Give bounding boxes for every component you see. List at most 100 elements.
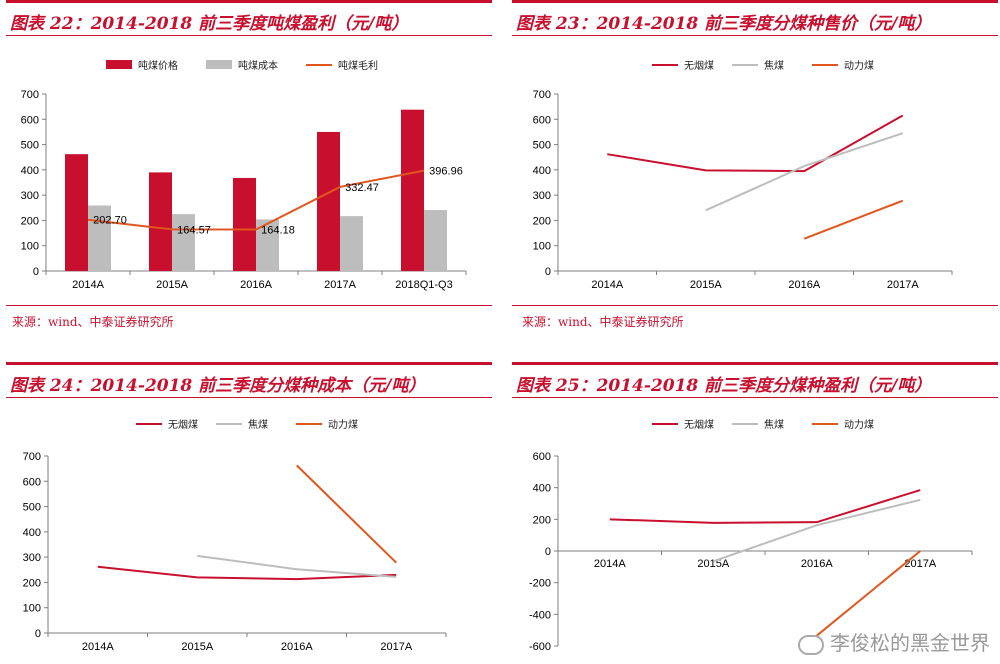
bar (401, 109, 424, 271)
x-tick-label: 2017A (887, 279, 919, 291)
y-tick-label: 500 (21, 140, 39, 152)
y-tick-label: 400 (23, 527, 41, 539)
chart-1-plot: 吨煤价格 吨煤成本 吨煤毛利 0 100 200 300 400 500 600 700 2014A 2… (21, 59, 467, 291)
x-tick-label: 2018Q1-Q3 (395, 279, 452, 291)
legend-swatch (106, 60, 132, 69)
bar (172, 214, 195, 271)
legend-label: 焦煤 (764, 59, 784, 72)
chart-panel-4: 图表 25：2014-2018 前三季度分煤种盈利（元/吨） 无烟煤 焦煤 动力煤 -… (512, 362, 998, 664)
panel-bottom-rule (6, 305, 492, 306)
y-tick-label: 200 (533, 514, 551, 526)
y-tick-label: 600 (23, 476, 41, 488)
legend-label: 吨煤价格 (138, 59, 178, 72)
y-tick-label: 300 (533, 190, 551, 202)
y-tick-label: 100 (23, 603, 41, 615)
x-tick-label: 2014A (72, 279, 104, 291)
bar (256, 219, 279, 271)
series-line (816, 550, 921, 637)
title-underline (6, 35, 492, 36)
series-line (712, 498, 921, 563)
x-tick-label: 2017A (380, 641, 412, 653)
x-tick-label: 2016A (788, 279, 820, 291)
y-tick-label: 400 (533, 483, 551, 495)
y-tick-label: 300 (23, 552, 41, 564)
legend-label: 无烟煤 (168, 418, 198, 431)
legend-label: 动力煤 (328, 418, 358, 431)
bar (65, 154, 88, 271)
panel-top-rule (6, 362, 492, 365)
bar (149, 172, 172, 271)
x-tick-label: 2014A (591, 279, 623, 291)
y-tick-label: 400 (533, 165, 551, 177)
title-underline (512, 397, 998, 398)
chart-panel-3: 图表 24：2014-2018 前三季度分煤种成本（元/吨） 无烟煤 焦煤 动力煤 0… (6, 362, 492, 664)
y-tick-label: 0 (545, 546, 551, 558)
y-tick-label: 600 (533, 451, 551, 463)
chart-title: 图表 24：2014-2018 前三季度分煤种成本（元/吨） (10, 376, 426, 396)
data-label: 332.47 (345, 182, 379, 194)
y-tick-label: 600 (533, 114, 551, 126)
x-tick-label: 2015A (181, 641, 213, 653)
chart-title: 图表 25：2014-2018 前三季度分煤种盈利（元/吨） (516, 376, 932, 396)
x-tick-label: 2014A (594, 558, 626, 570)
y-tick-label: -400 (529, 609, 551, 621)
data-label: 202.70 (93, 215, 127, 227)
x-tick-label: 2016A (281, 641, 313, 653)
x-tick-label: 2014A (82, 641, 114, 653)
data-label: 396.96 (429, 166, 463, 178)
chart-title: 图表 23：2014-2018 前三季度分煤种售价（元/吨） (516, 14, 932, 34)
bar (233, 177, 256, 271)
y-tick-label: 400 (21, 165, 39, 177)
bar (317, 131, 340, 271)
legend-label: 吨煤成本 (238, 59, 278, 72)
legend-swatch (206, 60, 232, 69)
x-tick-label: 2017A (904, 558, 936, 570)
y-tick-label: 200 (21, 215, 39, 227)
source-note: 来源：wind、中泰证券研究所 (12, 315, 174, 329)
series-line (197, 554, 397, 578)
y-tick-label: 0 (33, 266, 39, 278)
x-tick-label: 2015A (697, 558, 729, 570)
title-underline (512, 35, 998, 36)
panel-top-rule (512, 362, 998, 365)
y-tick-label: 700 (21, 89, 39, 101)
series-line (607, 114, 904, 173)
panel-top-rule (512, 0, 998, 3)
y-tick-label: 700 (533, 89, 551, 101)
y-tick-label: 200 (533, 215, 551, 227)
chart-title: 图表 22：2014-2018 前三季度吨煤盈利（元/吨） (10, 14, 409, 34)
y-tick-label: 200 (23, 577, 41, 589)
data-label: 164.57 (177, 224, 211, 236)
series-line (705, 132, 904, 212)
panel-bottom-rule (512, 305, 998, 306)
legend-label: 动力煤 (844, 418, 874, 431)
y-tick-label: 100 (533, 241, 551, 253)
x-tick-label: 2015A (156, 279, 188, 291)
data-label: 164.18 (261, 224, 295, 236)
x-tick-label: 2016A (240, 279, 272, 291)
y-tick-label: 700 (23, 451, 41, 463)
series-line (803, 199, 904, 240)
series-line (609, 489, 921, 524)
y-tick-label: -600 (529, 641, 551, 653)
legend-label: 焦煤 (764, 418, 784, 431)
y-tick-label: 300 (21, 190, 39, 202)
watermark: 李俊松的黑金世界 (798, 627, 990, 656)
legend-label: 吨煤毛利 (338, 59, 378, 72)
y-tick-label: 0 (545, 266, 551, 278)
series-line (87, 169, 425, 231)
y-tick-label: -200 (529, 578, 551, 590)
source-note: 来源：wind、中泰证券研究所 (522, 315, 684, 329)
chart-panel-1: 图表 22：2014-2018 前三季度吨煤盈利（元/吨） 吨煤价格 吨煤成本 吨煤… (6, 0, 492, 310)
panel-top-rule (6, 0, 492, 3)
series-line (296, 464, 397, 564)
x-tick-label: 2015A (690, 279, 722, 291)
legend-label: 焦煤 (248, 418, 268, 431)
y-tick-label: 0 (35, 628, 41, 640)
bar (340, 216, 363, 271)
series-line (97, 565, 397, 581)
watermark-text: 李俊松的黑金世界 (830, 631, 990, 655)
chart-panel-2: 图表 23：2014-2018 前三季度分煤种售价（元/吨） 无烟煤 焦煤 动力煤 0… (512, 0, 998, 310)
chart-3-plot: 无烟煤 焦煤 动力煤 0 100 200 300 400 500 600 700 2014A 2015A… (23, 418, 447, 653)
x-tick-label: 2017A (324, 279, 356, 291)
